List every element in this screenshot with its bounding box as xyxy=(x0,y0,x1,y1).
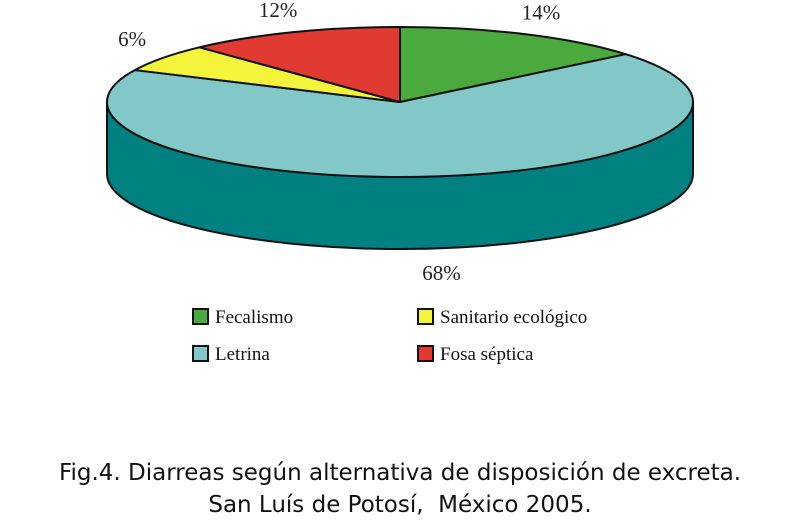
legend-swatch-fecalismo xyxy=(192,308,209,325)
legend: Fecalismo Sanitario ecológico Letrina Fosa … xyxy=(192,307,587,365)
pie-label-fecalismo: 14% xyxy=(522,0,561,24)
legend-label-sanitario-ecologico: Sanitario ecológico xyxy=(440,307,587,328)
legend-label-fosa-septica: Fosa séptica xyxy=(440,344,534,365)
pie-labels: 14% 68% 6% 12% xyxy=(118,0,560,285)
pie-slice-fecalismo xyxy=(399,26,627,103)
legend-swatch-sanitario-ecologico xyxy=(417,308,434,325)
pie-tops xyxy=(106,26,694,178)
pie-chart: 14% 68% 6% 12% Fecalismo Sanitario ecológico… xyxy=(106,0,694,365)
pie-label-fosa-septica: 12% xyxy=(259,0,298,22)
pie-label-sanitario-ecologico: 6% xyxy=(118,27,146,51)
legend-swatch-fosa-septica xyxy=(417,345,434,362)
figure-caption-line1: Fig.4. Diarreas según alternativa de dis… xyxy=(58,460,742,486)
legend-swatch-letrina xyxy=(192,345,209,362)
pie-slice-fosa-septica xyxy=(198,26,401,103)
pie-label-letrina: 68% xyxy=(422,261,461,285)
figure-caption-line2: San Luís de Potosí, México 2005. xyxy=(208,492,592,518)
legend-label-letrina: Letrina xyxy=(215,344,270,365)
legend-label-fecalismo: Fecalismo xyxy=(215,307,293,328)
